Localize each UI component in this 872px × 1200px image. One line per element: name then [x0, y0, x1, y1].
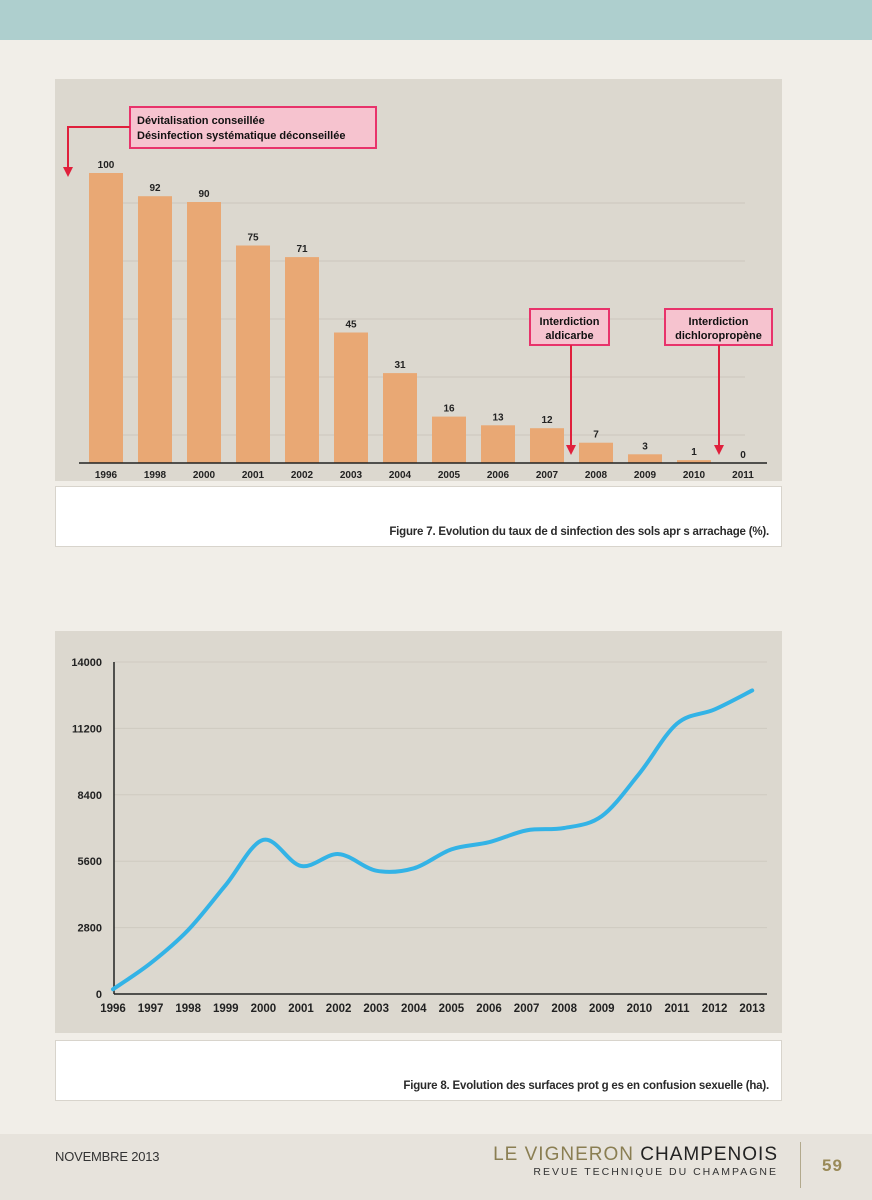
annotation-text: Désinfection systématique déconseillée: [137, 130, 345, 142]
x-tick-label: 2011: [732, 470, 754, 481]
figure-7-caption: Figure 7. Evolution du taux de d sinfect…: [389, 526, 769, 538]
x-tick-label: 2009: [634, 470, 657, 481]
annotation-text: aldicarbe: [545, 330, 593, 342]
x-tick-label: 2008: [585, 470, 608, 481]
bar: [236, 245, 270, 463]
y-tick-label: 14000: [71, 657, 102, 669]
figure-8-panel: 0 2800 5600 8400 11200 14000 1996 1997 1998 1999 2…: [55, 631, 782, 1033]
x-tick-label: 2006: [476, 1003, 502, 1015]
magazine-title-light: LE VIGNERON: [493, 1144, 641, 1165]
data-label: 0: [740, 450, 746, 461]
data-label: 92: [149, 183, 161, 194]
bar-chart: 1001996921998902000752001712002452003312…: [63, 106, 773, 481]
x-tick-label: 2002: [326, 1003, 352, 1015]
data-label: 100: [98, 160, 115, 171]
x-tick-label: 2004: [401, 1003, 427, 1015]
x-tick-label: 1999: [213, 1003, 239, 1015]
bar: [530, 428, 564, 463]
annotation-arrowhead: [63, 167, 73, 177]
line-chart: 0 2800 5600 8400 11200 14000 1996 1997 1998 1999 2…: [71, 657, 767, 1015]
figure-8-caption: Figure 8. Evolution des surfaces prot g …: [403, 1080, 769, 1092]
x-tick-label: 1998: [175, 1003, 201, 1015]
top-color-band: [0, 0, 872, 40]
x-tick-label: 2001: [288, 1003, 314, 1015]
annotation-arrowhead: [566, 445, 576, 455]
data-label: 45: [345, 320, 357, 331]
annotation-text: Dévitalisation conseillée: [137, 115, 265, 127]
x-tick-label: 1998: [144, 470, 167, 481]
bar: [285, 257, 319, 463]
magazine-subtitle: REVUE TECHNIQUE DU CHAMPAGNE: [533, 1166, 778, 1178]
bar: [383, 373, 417, 463]
annotation-box: [664, 308, 773, 346]
x-tick-label: 2001: [242, 470, 265, 481]
data-label: 12: [541, 415, 553, 426]
issue-date: NOVEMBRE 2013: [55, 1149, 160, 1164]
series-line: [111, 688, 755, 992]
x-tick-label: 2002: [291, 470, 314, 481]
data-label: 16: [443, 404, 455, 415]
bar: [138, 196, 172, 463]
annotation-arrowhead: [714, 445, 724, 455]
figure-7-caption-box: Figure 7. Evolution du taux de d sinfect…: [55, 486, 782, 547]
x-tick-label: 2012: [702, 1003, 728, 1015]
x-tick-label: 2008: [551, 1003, 577, 1015]
y-tick-label: 5600: [78, 856, 102, 868]
data-label: 75: [247, 233, 259, 244]
annotation-devitalisation: Dévitalisation conseillée Désinfection sy…: [63, 106, 377, 177]
data-label: 7: [593, 430, 599, 441]
annotation-box: [529, 308, 610, 346]
x-tick-label: 2005: [438, 470, 461, 481]
x-tick-label: 2000: [193, 470, 216, 481]
y-tick-label: 8400: [78, 790, 102, 802]
annotation-text: Interdiction: [689, 316, 749, 328]
magazine-title-bold: CHAMPENOIS: [640, 1144, 778, 1165]
x-tick-label: 2007: [514, 1003, 540, 1015]
bar: [187, 202, 221, 463]
bar: [579, 442, 613, 463]
x-tick-label: 1996: [95, 470, 118, 481]
bar: [481, 425, 515, 463]
bar: [677, 460, 711, 463]
data-label: 3: [642, 441, 648, 452]
x-tick-label: 2013: [739, 1003, 765, 1015]
magazine-title: LE VIGNERON CHAMPENOIS: [493, 1144, 778, 1166]
x-tick-label: 2009: [589, 1003, 615, 1015]
x-tick-label: 2003: [363, 1003, 389, 1015]
footer-divider: [800, 1142, 801, 1188]
x-tick-label: 2010: [683, 470, 706, 481]
y-tick-label: 2800: [78, 923, 102, 935]
bar: [432, 416, 466, 463]
x-tick-label: 1997: [138, 1003, 164, 1015]
annotation-text: Interdiction: [540, 316, 600, 328]
annotation-arrow: [67, 126, 130, 173]
bar: [89, 173, 123, 463]
data-label: 90: [198, 189, 210, 200]
figure-7-panel: 100 1996 92 1998 90 2000 75 2001 71 2002 45 2003 31 2…: [55, 79, 782, 481]
annotation-text: dichloropropène: [675, 330, 762, 342]
annotation-box: [129, 106, 377, 149]
data-label: 1: [691, 447, 697, 458]
data-label: 71: [296, 244, 308, 255]
y-tick-label: 0: [96, 989, 102, 1001]
annotation-aldicarbe: Interdiction aldicarbe: [529, 308, 610, 455]
x-tick-label: 2006: [487, 470, 510, 481]
x-tick-label: 2003: [340, 470, 363, 481]
x-tick-label: 2010: [627, 1003, 653, 1015]
x-tick-label: 2005: [439, 1003, 465, 1015]
bar: [628, 454, 662, 463]
annotation-dichloropropene: Interdiction dichloropropène: [664, 308, 773, 455]
page-number: 59: [822, 1156, 843, 1175]
data-label: 13: [492, 412, 504, 423]
x-tick-label: 2011: [665, 1003, 691, 1015]
figure-8-caption-box: Figure 8. Evolution des surfaces prot g …: [55, 1040, 782, 1101]
data-label: 31: [394, 360, 406, 371]
x-tick-label: 2004: [389, 470, 412, 481]
page-footer: NOVEMBRE 2013 LE VIGNERON CHAMPENOIS REV…: [0, 1134, 872, 1200]
x-tick-label: 2007: [536, 470, 559, 481]
y-tick-label: 11200: [72, 723, 102, 735]
x-tick-label: 2000: [251, 1003, 277, 1015]
bar: [334, 332, 368, 463]
x-tick-label: 1996: [100, 1003, 126, 1015]
